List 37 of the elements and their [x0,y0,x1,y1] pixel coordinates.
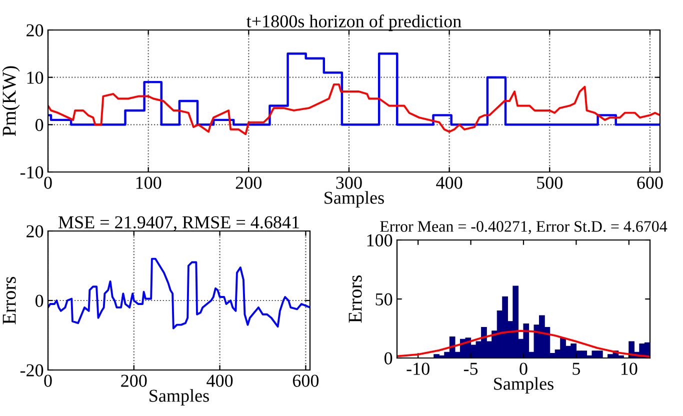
y-tick-label: 10 [27,72,44,84]
x-tick-label: -5 [464,362,478,375]
x-axis-title: Samples [324,191,384,208]
x-tick-label: 200 [236,176,262,189]
x-tick-label: 400 [436,176,462,189]
y-tick-label: 0 [35,294,44,307]
x-tick-label: 0 [44,176,52,189]
x-tick-label: 600 [292,374,319,387]
y-tick-label: -20 [20,364,44,376]
y-tick-label: 0 [384,352,392,364]
y-tick-label: 20 [26,225,44,238]
y-tick-label: 0 [35,118,44,132]
chart-title: Error Mean = -0.40271, Error St.D. = 4.6704 [380,221,668,234]
x-tick-label: 5 [572,362,580,375]
y-tick-label: 100 [367,234,392,246]
line-series [48,83,660,136]
x-tick-label: 500 [537,176,562,189]
x-tick-label: 0 [520,362,528,375]
x-tick-label: 600 [637,176,663,189]
chart-title: MSE = 21.9407, RMSE = 4.6841 [58,216,299,231]
x-tick-label: 100 [136,176,162,189]
y-tick-label: -10 [20,166,44,178]
y-axis-title: Pm(KW) [2,66,20,136]
x-axis-title: Samples [150,389,209,406]
x-tick-label: 300 [336,176,362,189]
x-tick-label: 400 [206,374,233,387]
y-tick-label: 50 [376,293,392,306]
chart-title: t+1800s horizon of prediction [246,14,462,32]
x-tick-label: 0 [44,374,52,387]
x-tick-label: 200 [121,374,147,387]
x-tick-label: -10 [406,362,430,375]
y-axis-title: Errors [348,275,362,323]
x-tick-label: 10 [621,362,638,375]
y-axis-title: Errors [2,276,16,324]
x-axis-title: Samples [494,377,554,394]
y-tick-label: 20 [26,24,44,36]
line-series [48,258,310,330]
